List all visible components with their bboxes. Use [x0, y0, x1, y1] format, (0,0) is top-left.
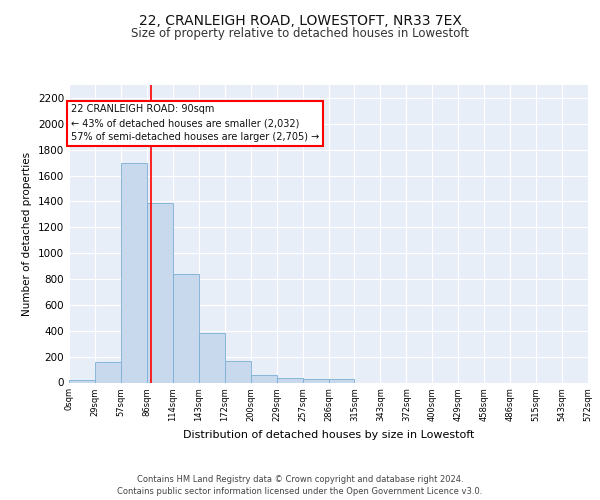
- Bar: [329, 379, 355, 382]
- Bar: [225, 361, 251, 382]
- Text: Size of property relative to detached houses in Lowestoft: Size of property relative to detached ho…: [131, 28, 469, 40]
- Bar: [173, 274, 199, 382]
- Bar: [277, 378, 302, 382]
- Bar: [121, 162, 147, 382]
- Bar: [147, 202, 173, 382]
- Bar: [302, 378, 329, 382]
- Text: 22, CRANLEIGH ROAD, LOWESTOFT, NR33 7EX: 22, CRANLEIGH ROAD, LOWESTOFT, NR33 7EX: [139, 14, 461, 28]
- Bar: [251, 374, 277, 382]
- Text: 22 CRANLEIGH ROAD: 90sqm
← 43% of detached houses are smaller (2,032)
57% of sem: 22 CRANLEIGH ROAD: 90sqm ← 43% of detach…: [71, 104, 319, 142]
- Bar: [199, 332, 224, 382]
- Bar: [69, 380, 95, 382]
- X-axis label: Distribution of detached houses by size in Lowestoft: Distribution of detached houses by size …: [183, 430, 474, 440]
- Text: Contains HM Land Registry data © Crown copyright and database right 2024.
Contai: Contains HM Land Registry data © Crown c…: [118, 474, 482, 496]
- Bar: [95, 362, 121, 382]
- Y-axis label: Number of detached properties: Number of detached properties: [22, 152, 32, 316]
